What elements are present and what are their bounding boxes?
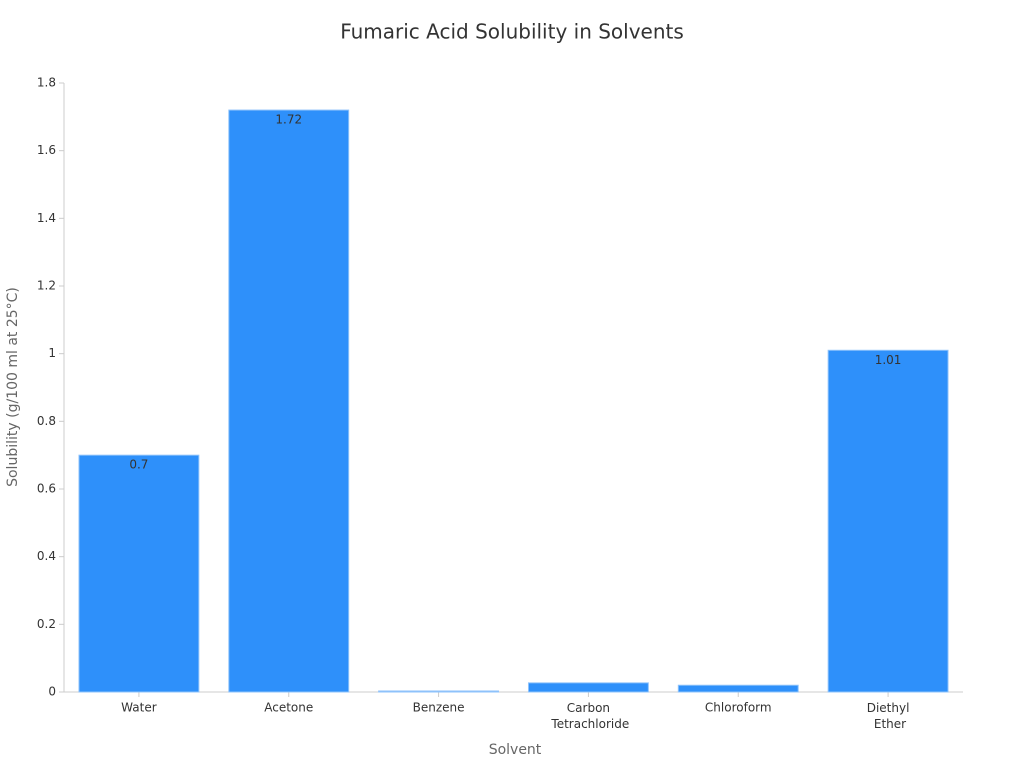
x-tick-label: Acetone <box>264 701 313 715</box>
y-tick-label: 1.8 <box>37 76 56 90</box>
bar <box>78 454 200 693</box>
value-label: 1.72 <box>275 113 302 127</box>
y-tick-label: 1 <box>48 346 56 360</box>
y-tick-label: 1.6 <box>37 143 56 157</box>
bar <box>677 684 799 693</box>
bar <box>228 109 350 693</box>
x-tick-label: Water <box>121 701 157 715</box>
chart-title: Fumaric Acid Solubility in Solvents <box>340 20 684 44</box>
y-tick-label: 0.8 <box>37 414 56 428</box>
x-axis-label: Solvent <box>489 742 542 758</box>
bar <box>378 690 500 693</box>
y-tick-label: 0.2 <box>37 617 56 631</box>
x-tick-label: Chloroform <box>705 701 772 715</box>
value-label: 0.7 <box>129 458 148 472</box>
y-tick-label: 1.4 <box>37 211 56 225</box>
x-tick-label: Benzene <box>413 701 465 715</box>
x-tick-label: Diethyl Ether <box>867 701 910 731</box>
bar <box>527 682 649 693</box>
bar <box>827 349 949 693</box>
y-axis-label: Solubility (g/100 ml at 25°C) <box>5 287 21 487</box>
x-tick-label: Carbon Tetrachloride <box>548 701 630 731</box>
y-tick-label: 1.2 <box>37 279 56 293</box>
y-tick-label: 0.4 <box>37 549 56 563</box>
value-label: 1.01 <box>875 353 902 367</box>
y-tick-label: 0 <box>48 685 56 699</box>
y-tick-label: 0.6 <box>37 482 56 496</box>
